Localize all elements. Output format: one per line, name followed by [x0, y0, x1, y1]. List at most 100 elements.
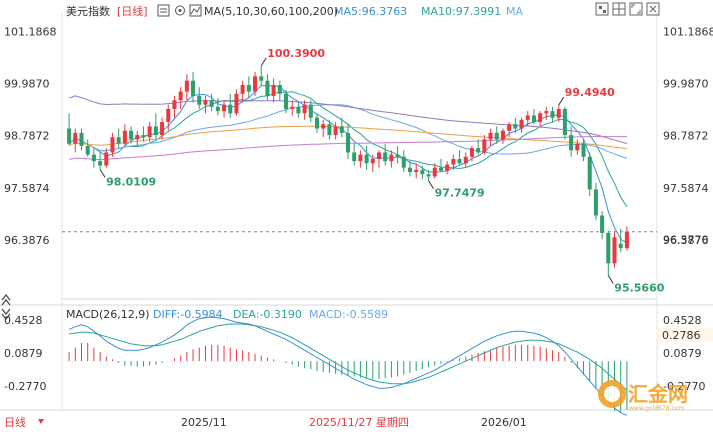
price-tick-left-1: 99.9870	[4, 77, 50, 90]
candle-body	[575, 143, 580, 151]
period-label[interactable]: [日线]	[117, 4, 148, 18]
layout-icon[interactable]	[612, 2, 626, 16]
macd-diff-value: DIFF:-0.5984	[153, 308, 223, 321]
candle-body	[314, 117, 320, 129]
candle-body	[345, 132, 351, 153]
dea-tag-text: 0.2786	[662, 329, 701, 342]
price-tick-right-2: 98.7872	[663, 130, 709, 143]
footer: 日线 2025/11 2025/11/27 星期四 2026/01	[4, 415, 527, 429]
candle	[321, 119, 326, 138]
candle	[215, 98, 220, 116]
candle-body	[104, 152, 109, 166]
candle	[426, 169, 431, 181]
candle	[290, 100, 295, 116]
collapse-down-icon[interactable]	[1, 308, 11, 320]
candle-body	[513, 124, 518, 129]
candle-body	[507, 124, 512, 131]
candle	[432, 163, 437, 179]
swap-icon[interactable]	[157, 4, 170, 17]
candle	[222, 100, 227, 118]
candle-body	[85, 145, 90, 155]
candle-body	[259, 76, 264, 81]
candle	[463, 152, 468, 168]
collapse-up-icon[interactable]	[1, 294, 11, 306]
watermark-text: 汇金网	[628, 382, 688, 406]
candle-body	[116, 137, 121, 144]
current-price-tag: 96.5770	[663, 234, 709, 247]
macd-tick-right-1: 0.0879	[663, 347, 702, 360]
candle-body	[122, 130, 127, 144]
ma10-value: MA10:97.3991	[421, 5, 501, 18]
price-tick-right-1: 99.9870	[663, 77, 709, 90]
macd-tick-left-1: 0.0879	[4, 347, 43, 360]
candle	[197, 87, 202, 109]
candle-body	[184, 80, 189, 92]
candle	[178, 87, 183, 109]
candle-body	[445, 164, 450, 171]
candle	[147, 122, 152, 142]
candle-body	[209, 100, 214, 107]
candle	[153, 113, 158, 140]
candle-body	[296, 106, 301, 114]
candle	[469, 145, 474, 162]
macd-tick-right-0: 0.4528	[663, 314, 702, 327]
candle	[624, 226, 629, 251]
settings-icon[interactable]	[175, 5, 185, 16]
candle-body	[488, 132, 493, 140]
side-arrows	[1, 294, 11, 320]
candle-body	[271, 85, 276, 96]
candle	[116, 128, 121, 149]
candle	[488, 128, 493, 146]
candle-body	[432, 167, 437, 177]
candle	[135, 130, 140, 146]
candle	[513, 117, 518, 133]
candle-body	[234, 93, 239, 114]
candle-body	[215, 106, 220, 112]
candle	[569, 126, 574, 157]
macd-diff-line	[68, 316, 628, 416]
annotation-pointer	[607, 275, 614, 284]
annotation-low-1: 98.0109	[106, 175, 156, 188]
ma-chart-icon[interactable]	[189, 4, 202, 17]
period-dropdown-icon[interactable]	[38, 419, 44, 424]
candle-body	[624, 231, 629, 249]
candle-body	[438, 167, 443, 171]
ma60-line	[68, 95, 628, 145]
macd-lines	[68, 316, 628, 416]
candle	[246, 76, 251, 99]
candle	[370, 154, 375, 173]
candle-body	[222, 104, 227, 112]
candle	[376, 150, 382, 168]
candle-body	[376, 152, 382, 159]
candle-body	[525, 115, 530, 120]
candle-body	[321, 124, 326, 129]
candle	[253, 72, 258, 96]
annotation-pointer	[558, 96, 565, 106]
candle-body	[593, 189, 598, 216]
instrument-label: 美元指数	[66, 4, 110, 18]
candle	[389, 150, 394, 168]
candle-body	[618, 243, 623, 249]
fullscreen-icon[interactable]	[629, 2, 643, 16]
chart-header: 美元指数 [日线] MA(5,10,30,60,100,200) MA5:96.…	[66, 2, 660, 18]
candle-body	[203, 100, 208, 105]
candle-body	[172, 100, 177, 109]
annotation-high-3: 99.4940	[565, 86, 615, 99]
candle	[191, 72, 196, 103]
macd-tick-left-2: -0.2770	[4, 380, 46, 393]
grid-icon[interactable]	[595, 2, 609, 16]
candle-body	[482, 139, 487, 153]
candle-body	[401, 156, 406, 168]
candle-body	[606, 232, 611, 264]
candles	[67, 65, 629, 276]
candle	[618, 228, 623, 253]
candle-body	[612, 237, 617, 264]
annotation-pointer	[260, 57, 267, 67]
footer-period-label[interactable]: 日线	[4, 415, 26, 429]
candle	[538, 111, 543, 127]
candle	[104, 148, 109, 168]
price-tick-left-3: 97.5874	[4, 182, 50, 195]
close-icon[interactable]	[646, 2, 660, 16]
price-annotations: 100.3900 98.0109 97.7479 99.4940 95.5660	[99, 47, 665, 295]
